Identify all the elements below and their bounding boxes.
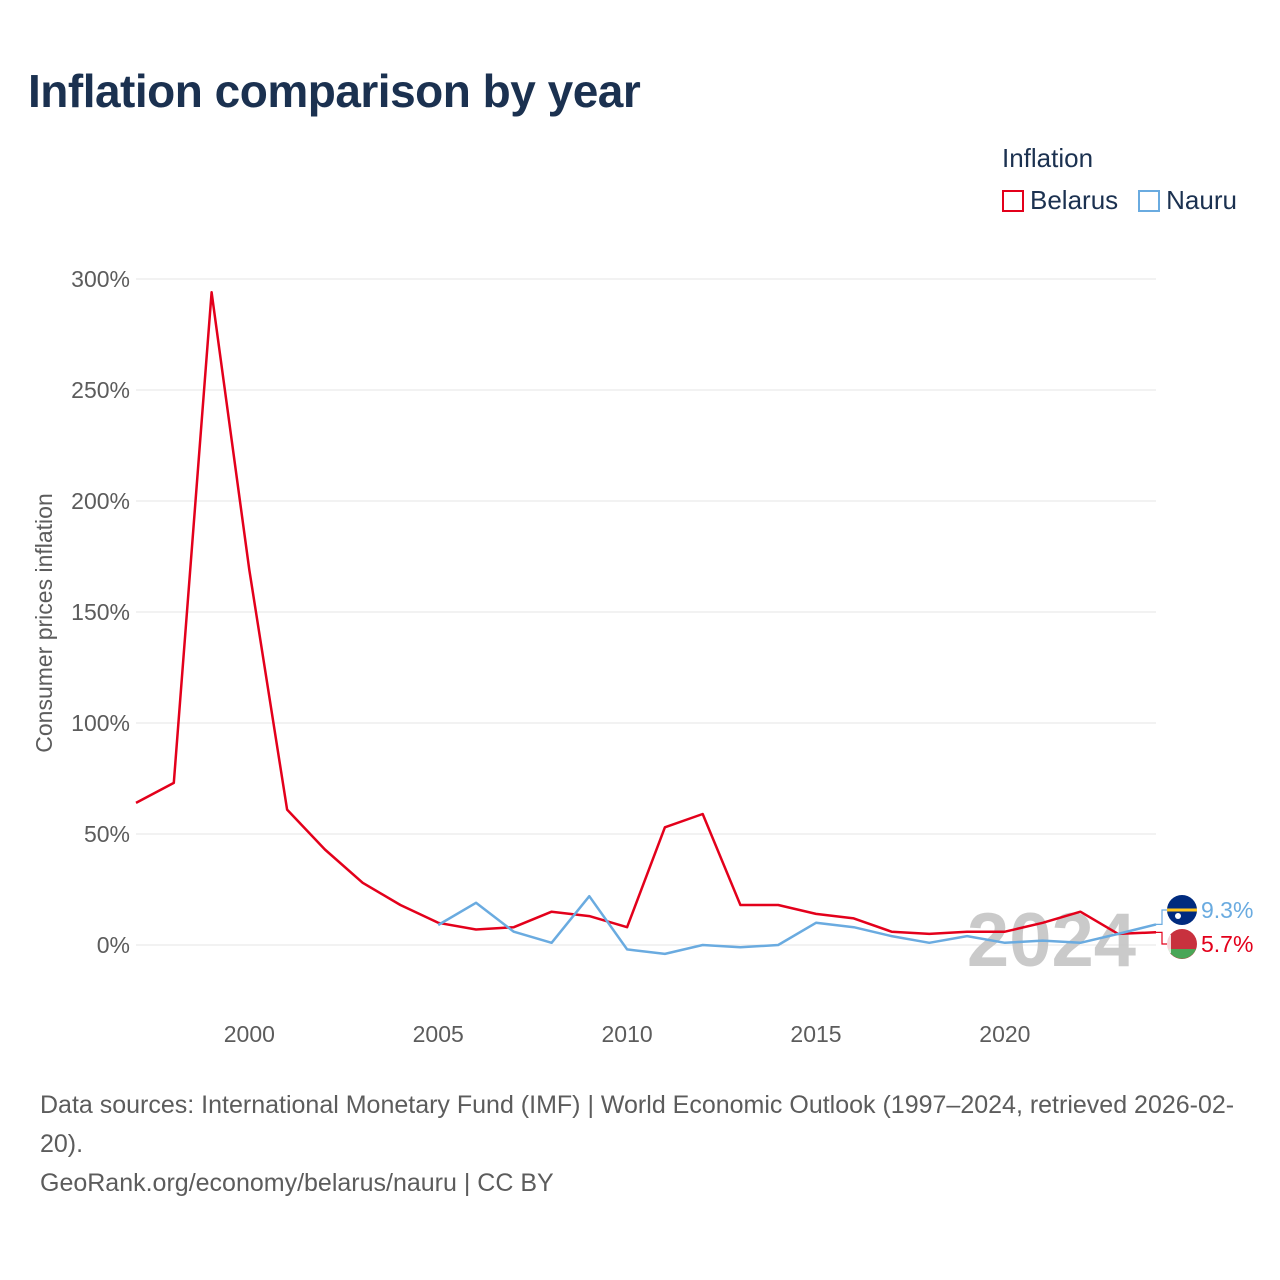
legend-item-nauru[interactable]: Nauru <box>1138 185 1237 216</box>
x-tick-label: 2020 <box>979 1021 1030 1047</box>
legend-label-belarus: Belarus <box>1030 185 1119 215</box>
legend-swatch-nauru <box>1138 189 1161 212</box>
series-line-nauru <box>437 894 1157 956</box>
y-tick-label: 0% <box>97 932 130 958</box>
legend-swatch-belarus <box>1002 189 1024 212</box>
x-tick-label: 2015 <box>790 1021 841 1047</box>
end-label-nauru: 9.3% <box>1201 897 1253 923</box>
y-tick-label: 300% <box>71 266 130 292</box>
x-tick-label: 2010 <box>602 1021 653 1047</box>
y-tick-label: 200% <box>71 488 130 514</box>
legend: Belarus Nauru <box>1002 185 1237 216</box>
legend-label-nauru: Nauru <box>1166 185 1237 215</box>
y-tick-label: 50% <box>84 821 130 847</box>
end-connector-nauru <box>1156 909 1170 925</box>
line-chart: 0% 50% 100% 150% 200% 250% 300% 2000 2005 2010 201… <box>31 266 1253 1047</box>
nauru-flag-star <box>1175 913 1181 919</box>
chart-title: Inflation comparison by year <box>28 65 641 117</box>
data-sources: Data sources: International Monetary Fun… <box>40 1091 1235 1158</box>
belarus-flag-green <box>1168 949 1196 959</box>
end-connector-belarus <box>1156 931 1170 945</box>
y-tick-label: 150% <box>71 599 130 625</box>
series-line-belarus <box>135 291 1157 936</box>
legend-title: Inflation <box>1002 143 1094 173</box>
y-axis-label: Consumer prices inflation <box>31 493 57 753</box>
belarus-flag-ornament <box>1167 935 1171 953</box>
source-link[interactable]: GeoRank.org/economy/belarus/nauru | CC B… <box>40 1169 554 1197</box>
legend-item-belarus[interactable]: Belarus <box>1002 185 1118 216</box>
x-tick-label: 2005 <box>413 1021 464 1047</box>
footer: Data sources: International Monetary Fun… <box>40 1086 1250 1203</box>
nauru-flag-stripe <box>1167 908 1197 912</box>
x-tick-label: 2000 <box>224 1021 275 1047</box>
y-tick-label: 250% <box>71 377 130 403</box>
end-label-belarus: 5.7% <box>1201 931 1253 957</box>
y-tick-label: 100% <box>71 710 130 736</box>
